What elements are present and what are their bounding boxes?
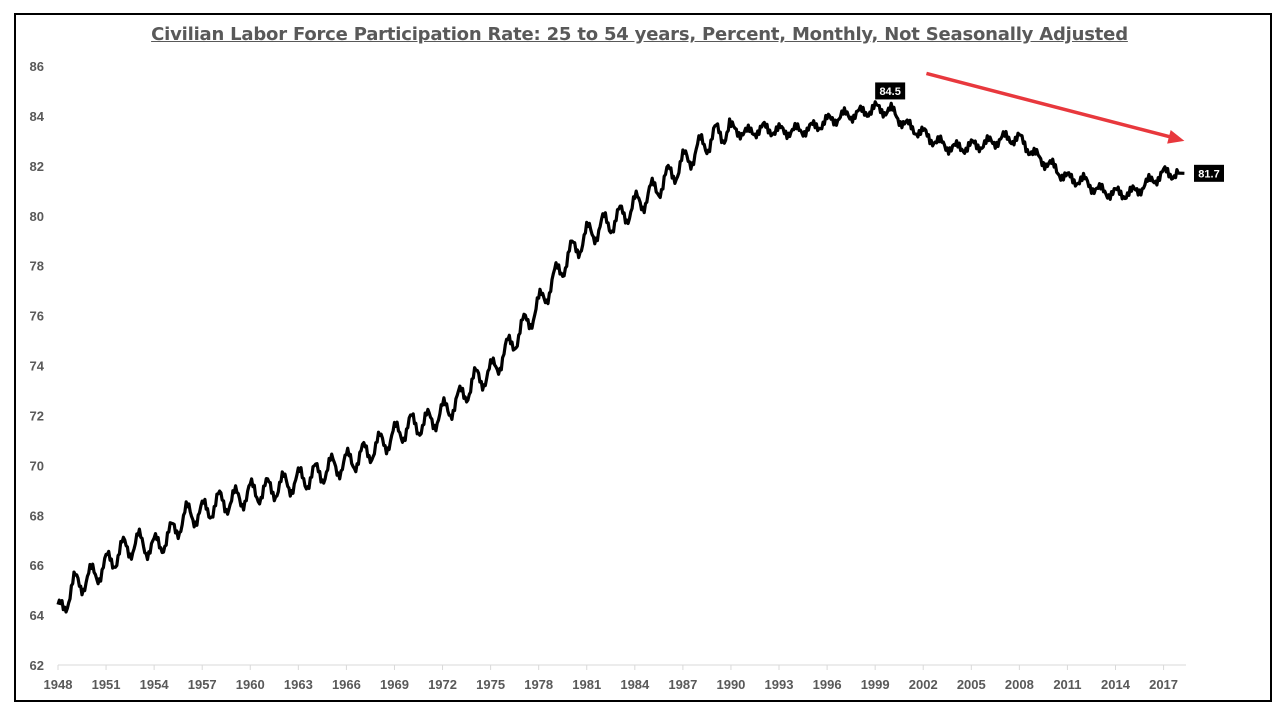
y-tick-label: 82 xyxy=(30,159,44,174)
x-tick-label: 2017 xyxy=(1149,677,1178,692)
axes: 62 64 66 68 70 72 74 76 78 80 82 84 86 1948 1951 1954 19… xyxy=(30,59,1186,692)
x-tick-label: 1990 xyxy=(716,677,745,692)
x-tick-label: 1948 xyxy=(44,677,73,692)
trend-arrow-head xyxy=(1167,130,1185,144)
series-line xyxy=(56,100,1185,614)
y-tick-label: 66 xyxy=(30,558,44,573)
x-tick-label: 1987 xyxy=(668,677,697,692)
x-tick-label: 2011 xyxy=(1053,677,1081,692)
x-tick-label: 1963 xyxy=(284,677,313,692)
data-callout-box xyxy=(875,82,906,100)
x-tick-label: 1975 xyxy=(476,677,505,692)
x-tick-label: 2002 xyxy=(909,677,938,692)
annotations: 84.5 81.7 xyxy=(875,71,1224,182)
y-tick-label: 74 xyxy=(30,359,45,374)
x-tick-label: 1984 xyxy=(620,677,650,692)
data-callout-label: 81.7 xyxy=(1198,168,1219,180)
y-tick-label: 78 xyxy=(30,259,44,274)
y-tick-label: 70 xyxy=(30,458,44,473)
y-tick-label: 80 xyxy=(30,209,44,224)
y-tick-label: 84 xyxy=(30,109,45,124)
x-tick-label: 1954 xyxy=(140,677,170,692)
x-tick-label: 1993 xyxy=(765,677,794,692)
x-tick-label: 1972 xyxy=(428,677,457,692)
trend-arrow-shaft xyxy=(925,71,1173,140)
y-tick-label: 72 xyxy=(30,408,44,423)
plot-area xyxy=(56,100,1185,614)
y-tick-label: 68 xyxy=(30,508,44,523)
x-tick-label: 1978 xyxy=(524,677,553,692)
x-tick-label: 1960 xyxy=(236,677,265,692)
chart-title: Civilian Labor Force Participation Rate:… xyxy=(151,24,1128,45)
y-tick-label: 76 xyxy=(30,309,44,324)
chart-frame xyxy=(14,13,1272,702)
x-tick-label: 1951 xyxy=(92,677,121,692)
y-tick-label: 86 xyxy=(30,59,44,74)
y-tick-label: 64 xyxy=(30,608,45,623)
x-tick-label: 1996 xyxy=(813,677,842,692)
x-tick-label: 2008 xyxy=(1005,677,1034,692)
x-tick-label: 1969 xyxy=(380,677,409,692)
y-tick-label: 62 xyxy=(30,658,44,673)
x-tick-label: 1966 xyxy=(332,677,361,692)
data-callout-box xyxy=(1194,164,1224,182)
x-tick-label: 2014 xyxy=(1101,677,1131,692)
data-callout-label: 84.5 xyxy=(879,86,900,98)
x-tick-label: 1999 xyxy=(861,677,890,692)
x-tick-label: 1981 xyxy=(572,677,601,692)
x-tick-label: 2005 xyxy=(957,677,986,692)
x-tick-label: 1957 xyxy=(188,677,217,692)
